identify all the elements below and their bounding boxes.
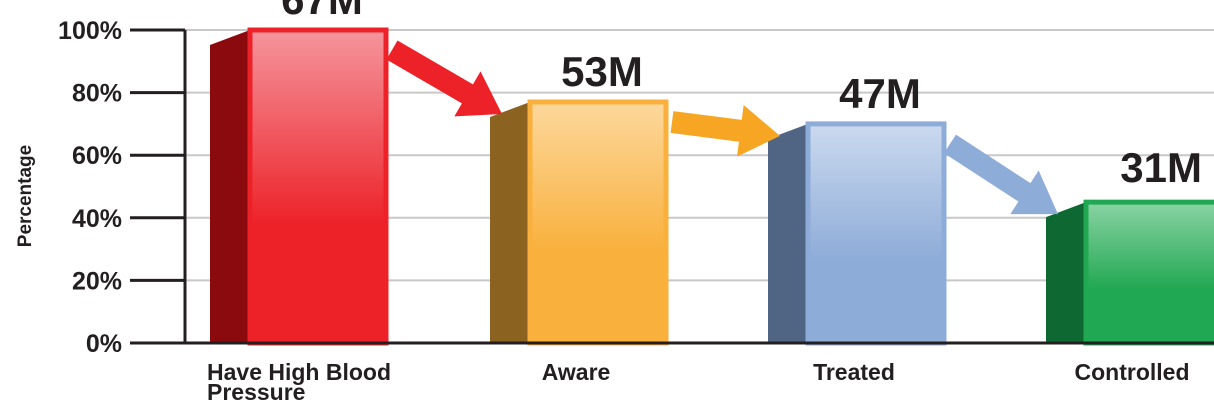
category-label: Controlled (1075, 359, 1190, 385)
category-label: Pressure (207, 379, 305, 405)
flow-arrow (670, 105, 780, 157)
y-axis-title: Percentage (15, 145, 36, 247)
labels: 0% 20% 40% 60% 80% 100% 67M Have High BloodPres… (58, 0, 1202, 405)
y-tick-label: 100% (58, 17, 122, 45)
bar-side (1046, 202, 1086, 343)
category-label: Treated (813, 359, 895, 385)
bar (1083, 199, 1214, 346)
bar-side (490, 101, 530, 344)
y-tick-label: 80% (72, 80, 122, 108)
y-tick-label: 40% (72, 205, 122, 233)
bar (805, 121, 947, 346)
data-label: 53M (561, 48, 643, 95)
flow-arrow (386, 40, 502, 117)
bar-side (768, 123, 808, 344)
data-label: 31M (1120, 144, 1202, 191)
flow-arrow (944, 134, 1058, 215)
data-label: 47M (839, 70, 921, 117)
bar (247, 27, 389, 346)
y-tick-label: 60% (72, 142, 122, 170)
bar-side (210, 30, 250, 343)
category-label: Have High Blood (207, 359, 391, 385)
arrows (386, 40, 1058, 215)
y-tick-label: 20% (72, 267, 122, 295)
axes (130, 28, 1214, 345)
bar (527, 99, 669, 346)
category-label: Aware (542, 359, 611, 385)
y-tick-label: 0% (86, 330, 122, 358)
bars (210, 27, 1214, 346)
data-label: 67M (281, 0, 363, 23)
